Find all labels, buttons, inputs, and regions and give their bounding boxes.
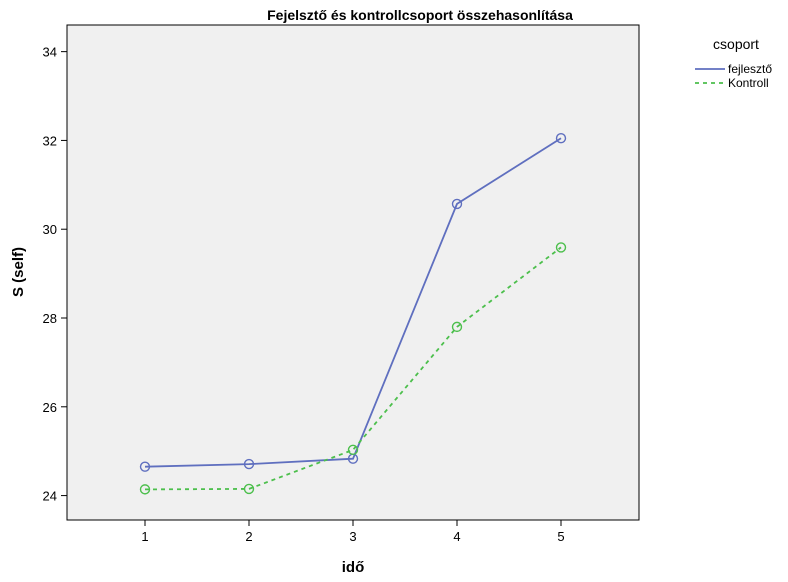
y-axis: 24 26 28 30 32 34	[43, 45, 67, 504]
x-axis: 1 2 3 4 5	[141, 520, 565, 544]
y-tick-label-34: 34	[43, 45, 57, 60]
x-tick-label-3: 3	[349, 529, 356, 544]
data-point-fejleszt--5	[555, 133, 567, 144]
x-axis-label: idő	[342, 559, 365, 576]
data-point-fejleszt--4	[451, 198, 463, 210]
x-tick-label-2: 2	[245, 529, 252, 544]
data-point-kontroll-1	[139, 484, 151, 495]
chart-title: Fejelsztő és kontrollcsoport összehasonl…	[267, 7, 573, 23]
y-tick-label-26: 26	[43, 400, 57, 415]
series-line-kontroll	[144, 246, 562, 491]
legend-label-fejleszt-: fejlesztő	[728, 62, 772, 76]
y-tick-label-32: 32	[43, 133, 57, 148]
legend-label-kontroll: Kontroll	[728, 76, 769, 90]
data-point-kontroll-2	[243, 483, 255, 495]
data-point-kontroll-4	[451, 321, 463, 333]
x-tick-label-1: 1	[141, 529, 148, 544]
x-tick-label-4: 4	[453, 529, 460, 544]
y-tick-label-24: 24	[43, 489, 57, 504]
data-point-fejleszt--2	[243, 458, 255, 470]
legend-title: csoport	[713, 36, 759, 52]
data-point-kontroll-3	[347, 444, 359, 456]
y-axis-label: S (self)	[10, 247, 27, 297]
y-tick-label-30: 30	[43, 222, 57, 237]
data-point-fejleszt--1	[139, 461, 151, 472]
series-layer	[139, 133, 567, 495]
x-tick-label-5: 5	[557, 529, 564, 544]
series-line-fejleszt-	[144, 137, 562, 468]
data-point-kontroll-5	[555, 242, 567, 253]
plot-area	[66, 24, 640, 521]
y-tick-label-28: 28	[43, 311, 57, 326]
